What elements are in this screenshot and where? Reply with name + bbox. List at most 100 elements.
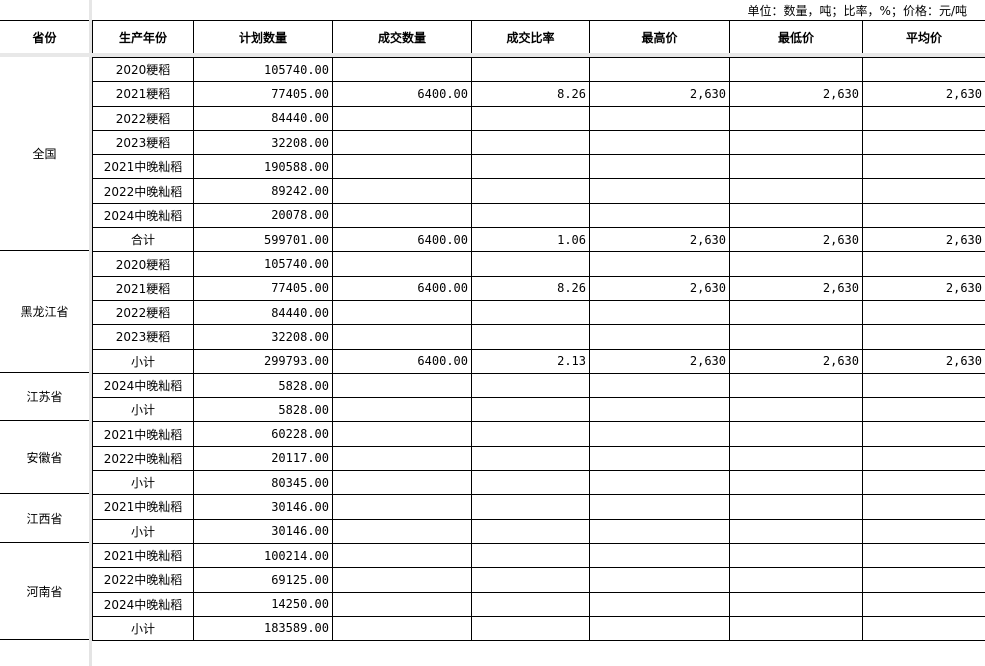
plan-qty-cell: 105740.00 [193, 251, 333, 277]
deal-qty-cell [332, 129, 472, 156]
deal-qty-cell [332, 154, 472, 180]
deal-qty-cell [332, 542, 472, 569]
min-price-cell [729, 421, 863, 447]
deal-ratio-cell [471, 445, 590, 472]
max-price-cell [589, 591, 730, 617]
table-row: 2021中晚籼稻 30146.00 [92, 494, 985, 520]
year-cell: 2023粳稻 [92, 129, 194, 156]
table-row: 2021中晚籼稻 100214.00 [92, 542, 985, 569]
deal-ratio-cell [471, 56, 590, 83]
deal-qty-cell [332, 494, 472, 520]
max-price-cell [589, 615, 730, 642]
plan-qty-cell: 20078.00 [193, 202, 333, 229]
max-price-cell [589, 518, 730, 544]
deal-qty-cell [332, 105, 472, 131]
province-cell: 全国 [0, 57, 89, 252]
deal-ratio-cell [471, 421, 590, 447]
min-price-cell [729, 445, 863, 472]
deal-ratio-cell [471, 178, 590, 204]
year-cell: 2021中晚籼稻 [92, 154, 194, 180]
data-table: 2020粳稻 105740.00 2021粳稻 77405.00 6400.00 8.26… [92, 56, 985, 642]
avg-price-cell [862, 470, 985, 496]
max-price-cell [589, 470, 730, 496]
plan-qty-cell: 5828.00 [193, 372, 333, 399]
min-price-cell [729, 56, 863, 83]
avg-price-cell [862, 397, 985, 423]
table-row: 2023粳稻 32208.00 [92, 129, 985, 156]
header-cell: 成交比率 [471, 20, 589, 53]
plan-qty-cell: 14250.00 [193, 591, 333, 617]
header-cell: 省份 [0, 20, 89, 53]
avg-price-cell [862, 129, 985, 156]
plan-qty-cell: 30146.00 [193, 518, 333, 544]
deal-ratio-cell [471, 129, 590, 156]
header-cell: 平均价 [862, 20, 985, 53]
deal-ratio-cell: 8.26 [471, 275, 590, 301]
year-cell: 2022中晚籼稻 [92, 178, 194, 204]
avg-price-cell [862, 299, 985, 326]
table-row: 2020粳稻 105740.00 [92, 251, 985, 277]
min-price-cell [729, 372, 863, 399]
column-divider [89, 20, 92, 666]
min-price-cell: 2,630 [729, 81, 863, 107]
table-row: 2024中晚籼稻 20078.00 [92, 202, 985, 229]
deal-qty-cell [332, 518, 472, 544]
province-cell: 安徽省 [0, 421, 89, 495]
year-cell: 2022中晚籼稻 [92, 567, 194, 593]
max-price-cell [589, 445, 730, 472]
header-cell: 最高价 [589, 20, 729, 53]
year-cell: 2021粳稻 [92, 81, 194, 107]
deal-qty-cell [332, 591, 472, 617]
deal-ratio-cell [471, 470, 590, 496]
province-cell: 江苏省 [0, 373, 89, 422]
year-cell: 2021中晚籼稻 [92, 421, 194, 447]
max-price-cell [589, 567, 730, 593]
deal-qty-cell [332, 299, 472, 326]
province-column: 全国 黑龙江省 江苏省 安徽省 江西省 河南省 [0, 57, 89, 641]
table-row: 2022中晚籼稻 20117.00 [92, 445, 985, 472]
deal-ratio-cell [471, 202, 590, 229]
max-price-cell [589, 202, 730, 229]
year-cell: 合计 [92, 227, 194, 253]
avg-price-cell [862, 445, 985, 472]
table-row: 小计 30146.00 [92, 518, 985, 544]
min-price-cell [729, 129, 863, 156]
min-price-cell [729, 518, 863, 544]
max-price-cell [589, 56, 730, 83]
avg-price-cell: 2,630 [862, 81, 985, 107]
min-price-cell [729, 542, 863, 569]
year-cell: 2022粳稻 [92, 105, 194, 131]
plan-qty-cell: 89242.00 [193, 178, 333, 204]
min-price-cell [729, 591, 863, 617]
province-cell: 河南省 [0, 543, 89, 641]
deal-qty-cell: 6400.00 [332, 227, 472, 253]
year-cell: 小计 [92, 518, 194, 544]
plan-qty-cell: 77405.00 [193, 275, 333, 301]
plan-qty-cell: 105740.00 [193, 56, 333, 83]
min-price-cell: 2,630 [729, 227, 863, 253]
table-row: 小计 5828.00 [92, 397, 985, 423]
avg-price-cell [862, 615, 985, 642]
min-price-cell: 2,630 [729, 348, 863, 374]
table-row: 2022中晚籼稻 89242.00 [92, 178, 985, 204]
deal-qty-cell [332, 251, 472, 277]
header-cell: 生产年份 [92, 20, 193, 53]
deal-qty-cell [332, 615, 472, 642]
max-price-cell [589, 105, 730, 131]
max-price-cell [589, 129, 730, 156]
header-divider [0, 53, 985, 57]
deal-qty-cell [332, 470, 472, 496]
min-price-cell: 2,630 [729, 275, 863, 301]
year-cell: 小计 [92, 470, 194, 496]
table-row: 2022中晚籼稻 69125.00 [92, 567, 985, 593]
table-row: 2024中晚籼稻 5828.00 [92, 372, 985, 399]
year-cell: 2020粳稻 [92, 251, 194, 277]
year-cell: 2024中晚籼稻 [92, 591, 194, 617]
deal-ratio-cell [471, 251, 590, 277]
max-price-cell: 2,630 [589, 348, 730, 374]
table-row: 2020粳稻 105740.00 [92, 56, 985, 83]
deal-qty-cell [332, 445, 472, 472]
min-price-cell [729, 615, 863, 642]
min-price-cell [729, 470, 863, 496]
table-row: 2024中晚籼稻 14250.00 [92, 591, 985, 617]
